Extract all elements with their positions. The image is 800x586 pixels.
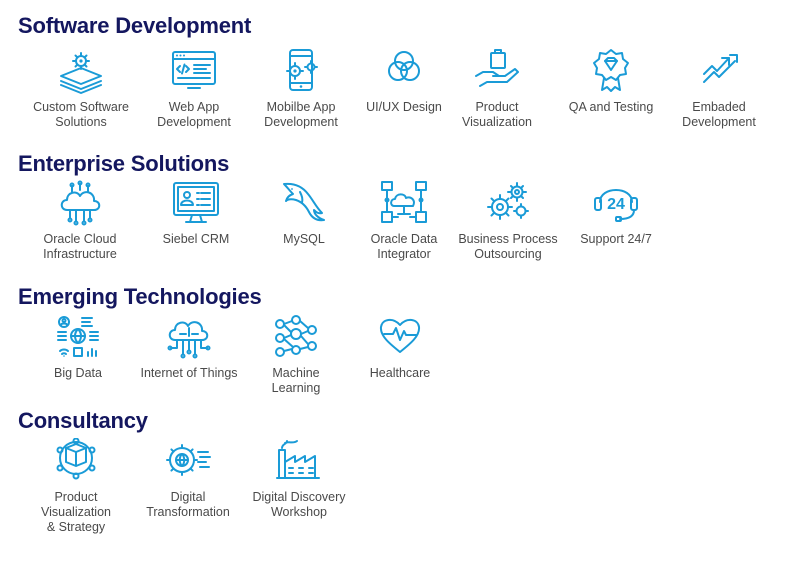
tile-label: Siebel CRM bbox=[162, 232, 230, 246]
tile-label: Digital Discovery Workshop bbox=[252, 490, 346, 519]
tile-business-process-outsourcing[interactable]: Business Process Outsourcing bbox=[448, 180, 568, 262]
headset-24-icon: 24 bbox=[594, 189, 638, 222]
tile-siebel-crm[interactable]: Siebel CRM bbox=[136, 180, 256, 247]
tile-healthcare[interactable]: Healthcare bbox=[340, 314, 460, 381]
tile-label: MySQL bbox=[283, 232, 325, 246]
layers-gear-icon bbox=[60, 52, 102, 94]
tile-label: QA and Testing bbox=[568, 100, 654, 114]
tile-label: Support 24/7 bbox=[580, 232, 652, 246]
tile-support-24-7[interactable]: 24 Support 24/7 bbox=[556, 180, 676, 247]
tile-mobile-app-development[interactable]: Mobilbe App Development bbox=[241, 48, 361, 130]
tile-label: Oracle Data Integrator bbox=[370, 232, 438, 261]
factory-icon bbox=[276, 440, 320, 479]
tile-label: Oracle Cloud Infrastructure bbox=[43, 232, 117, 261]
tile-label: Product Visualization & Strategy bbox=[41, 490, 111, 534]
section-title-emerging-technologies: Emerging Technologies bbox=[18, 284, 262, 309]
tile-oracle-data-integrator[interactable]: Oracle Data Integrator bbox=[344, 180, 464, 262]
tile-label: Big Data bbox=[54, 366, 102, 380]
tile-oracle-cloud-infrastructure[interactable]: Oracle Cloud Infrastructure bbox=[20, 180, 140, 262]
big-data-grid-icon bbox=[57, 316, 99, 357]
tile-label: Custom Software Solutions bbox=[33, 100, 129, 129]
tile-label: Web App Development bbox=[157, 100, 231, 129]
tile-digital-discovery-workshop[interactable]: Digital Discovery Workshop bbox=[239, 438, 359, 520]
tile-label: Product Visualization bbox=[462, 100, 532, 129]
tile-label: Embaded Development bbox=[682, 100, 756, 129]
tile-label: Internet of Things bbox=[140, 366, 238, 380]
trend-arrow-icon bbox=[703, 54, 738, 83]
tile-product-visualization[interactable]: Product Visualization bbox=[437, 48, 557, 130]
venn-circles-icon bbox=[388, 51, 420, 81]
box-network-icon bbox=[56, 438, 96, 480]
tile-digital-transformation[interactable]: Digital Transformation bbox=[128, 438, 248, 520]
tile-machine-learning[interactable]: Machine Learning bbox=[236, 314, 356, 396]
tile-qa-and-testing[interactable]: QA and Testing bbox=[551, 48, 671, 115]
monitor-contact-icon bbox=[173, 182, 219, 223]
tile-label: Mobilbe App Development bbox=[264, 100, 338, 129]
browser-code-icon bbox=[172, 51, 216, 89]
quality-badge-icon bbox=[593, 49, 629, 92]
tile-label: Machine Learning bbox=[271, 366, 321, 395]
tile-product-visualization-strategy[interactable]: Product Visualization & Strategy bbox=[16, 438, 136, 535]
dolphin-icon bbox=[283, 182, 325, 222]
neural-network-icon bbox=[275, 315, 317, 357]
tile-label: Business Process Outsourcing bbox=[458, 232, 558, 261]
tile-custom-software-solutions[interactable]: Custom Software Solutions bbox=[21, 48, 141, 130]
tile-ui-ux-design[interactable]: UI/UX Design bbox=[344, 48, 464, 115]
tile-label: Digital Transformation bbox=[146, 490, 230, 519]
cloud-network-icon bbox=[60, 180, 101, 226]
tile-big-data[interactable]: Big Data bbox=[18, 314, 138, 381]
globe-gear-icon bbox=[166, 444, 211, 476]
section-title-software-development: Software Development bbox=[18, 13, 252, 38]
section-title-consultancy: Consultancy bbox=[18, 408, 148, 433]
tile-mysql[interactable]: MySQL bbox=[244, 180, 364, 247]
gears-icon bbox=[487, 182, 529, 220]
svg-text:24: 24 bbox=[607, 196, 625, 213]
tile-embaded-development[interactable]: Embaded Development bbox=[659, 48, 779, 130]
tile-internet-of-things[interactable]: Internet of Things bbox=[129, 314, 249, 381]
tile-label: Healthcare bbox=[369, 366, 431, 380]
tile-web-app-development[interactable]: Web App Development bbox=[134, 48, 254, 130]
data-integration-icon bbox=[381, 181, 427, 223]
hand-bag-icon bbox=[475, 49, 519, 87]
tile-label: UI/UX Design bbox=[366, 100, 442, 114]
mobile-gear-icon bbox=[286, 49, 318, 91]
section-title-enterprise-solutions: Enterprise Solutions bbox=[18, 151, 230, 176]
heart-pulse-icon bbox=[379, 319, 421, 353]
cloud-circuit-icon bbox=[167, 321, 211, 359]
